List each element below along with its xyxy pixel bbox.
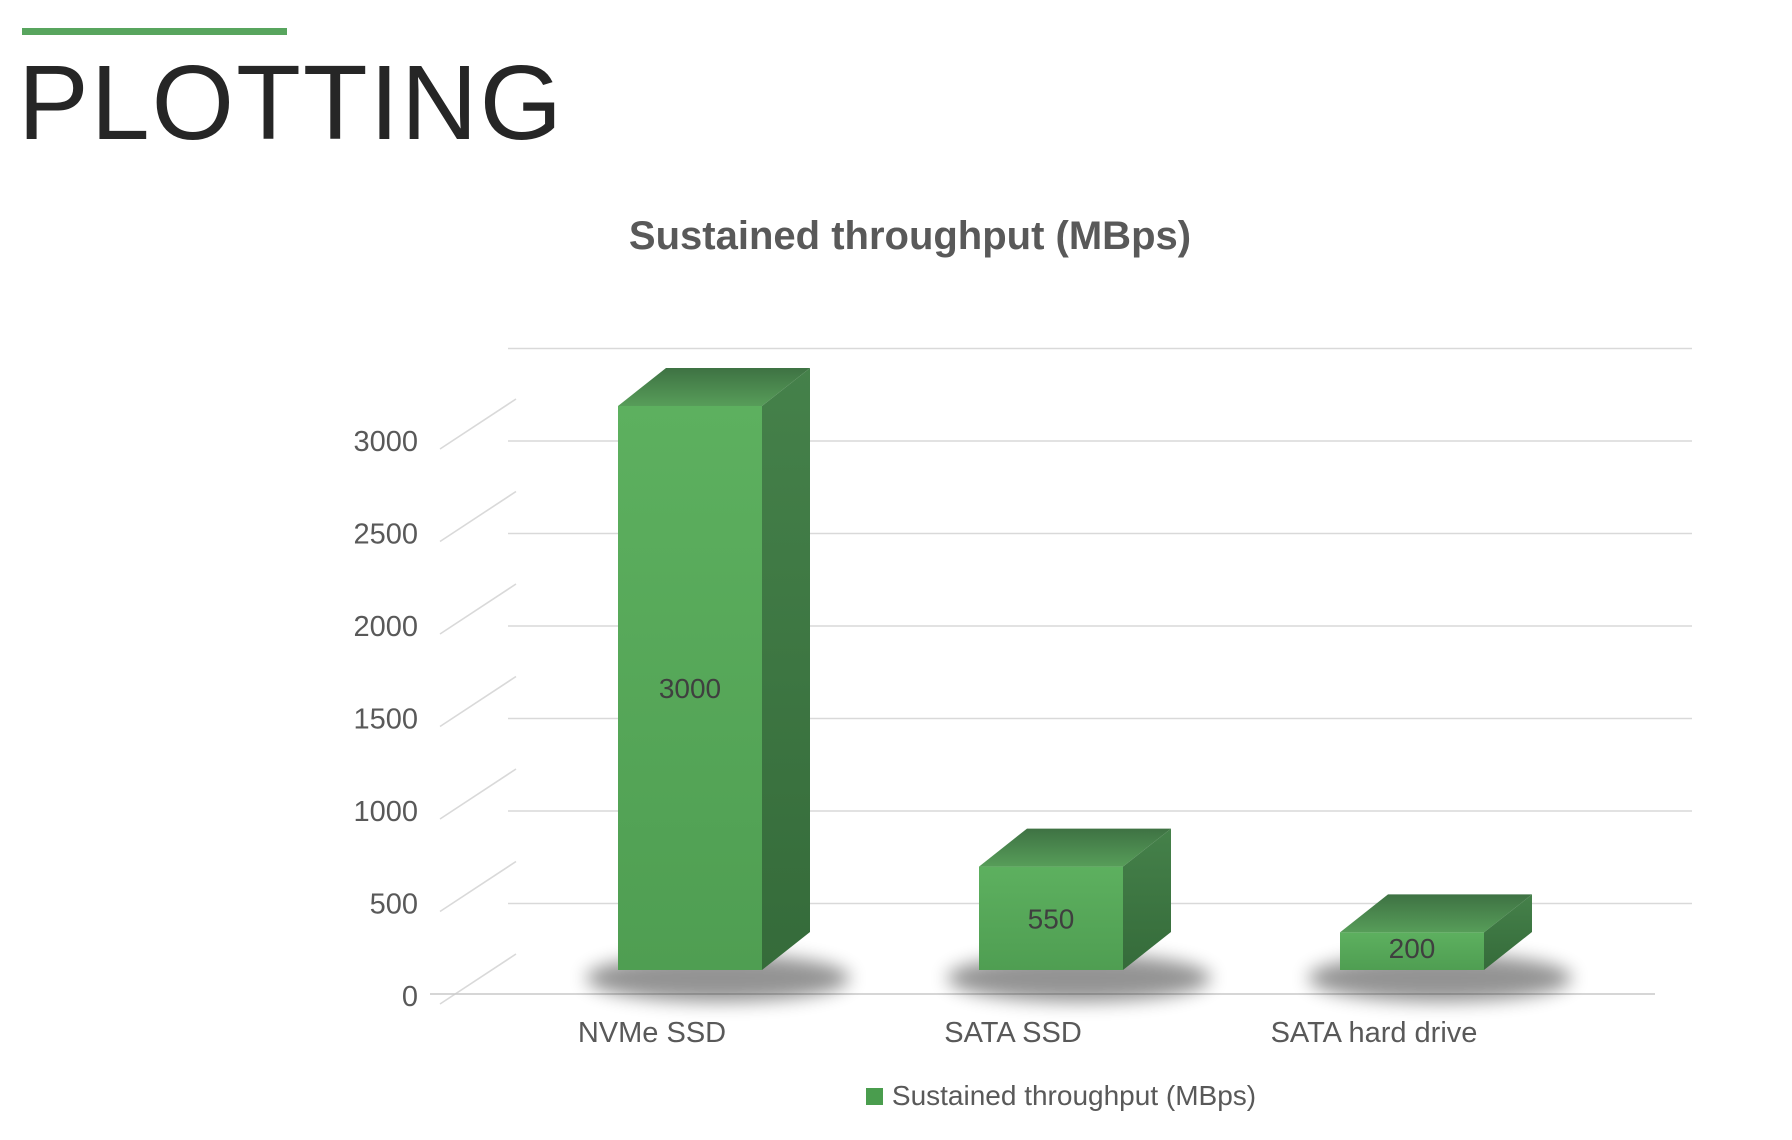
x-category-label: SATA SSD [944,1017,1082,1049]
gridline-connector [439,768,517,820]
y-tick-label: 0 [402,981,418,1013]
y-tick-label: 2000 [353,611,418,643]
bar-side-face [1484,894,1532,970]
legend-label: Sustained throughput (MBps) [891,1080,1257,1111]
y-tick-label: 500 [370,889,418,921]
plot-area: 0 500 1000 1500 2000 2500 3000 3000 NVMe SSD 550 S… [353,347,1692,1049]
bar-data-label: 3000 [659,673,721,704]
y-tick-label: 1500 [353,704,418,736]
legend-swatch-icon [865,1087,883,1105]
bar-data-label: 200 [1389,933,1436,964]
bar-front-face [1340,932,1484,970]
x-category-label: SATA hard drive [1271,1017,1478,1049]
gridline-connector [439,490,517,543]
chart-legend: Sustained throughput (MBps) [430,1078,1692,1114]
gridline-connector [439,398,517,450]
chart-title: Sustained throughput (MBps) [628,214,1192,258]
gridline-connector [439,953,517,1005]
gridline-connector [439,583,517,635]
y-tick-label: 3000 [353,426,418,458]
page-title: PLOTTING [18,44,565,162]
y-tick-label: 1000 [353,796,418,828]
bar-top-face [1340,894,1532,933]
gridline-connector [439,675,517,728]
bar-top-face [618,368,810,406]
bar-side-face [762,368,810,970]
bar-front-face [979,866,1123,970]
x-category-label: NVMe SSD [578,1017,726,1049]
bar-top-face [979,828,1171,867]
accent-bar [22,28,287,35]
y-tick-label: 2500 [353,519,418,551]
bar-data-label: 550 [1028,903,1075,934]
gridline-connector [439,860,517,913]
bar-side-face [1123,828,1171,970]
bar-front-face [618,406,762,970]
